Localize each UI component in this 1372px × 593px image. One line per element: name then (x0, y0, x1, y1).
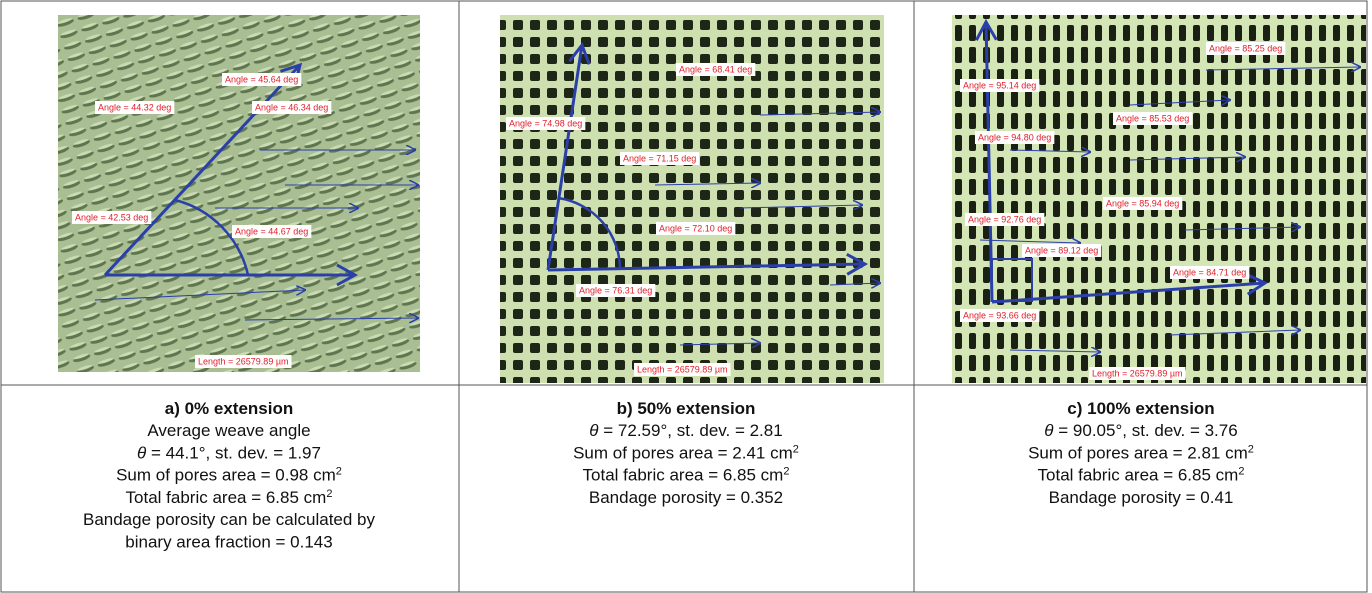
image-label: Angle = 44.32 deg (95, 101, 174, 114)
caption-text: binary area fraction = 0.143 (125, 533, 332, 552)
caption-text: 2 (1238, 466, 1244, 478)
label-text: Angle = 44.32 deg (98, 103, 171, 113)
label-text: Angle = 85.25 deg (1209, 44, 1282, 54)
label-text: Length = 26579.89 µm (637, 365, 728, 375)
caption-line: Average weave angle (147, 421, 310, 440)
label-text: Angle = 71.15 deg (623, 154, 696, 164)
image-label: Length = 26579.89 µm (1089, 367, 1186, 380)
caption-text: 2 (1248, 443, 1254, 455)
image-label: Angle = 45.64 deg (222, 73, 301, 86)
caption-text: = 90.05°, st. dev. = 3.76 (1054, 421, 1238, 440)
caption-title: b) 50% extension (617, 399, 756, 418)
label-text: Angle = 72.10 deg (659, 224, 732, 234)
caption-text: 2 (336, 466, 342, 478)
image-label: Angle = 89.12 deg (1022, 244, 1101, 257)
image-label: Angle = 74.98 deg (506, 117, 585, 130)
image-label: Angle = 44.67 deg (232, 225, 311, 238)
figure: Angle = 45.64 deg Angle = 44.32 deg Angle … (0, 0, 1372, 593)
image-label: Angle = 71.15 deg (620, 152, 699, 165)
label-text: Angle = 85.53 deg (1116, 114, 1189, 124)
caption-line: Total fabric area = 6.85 cm2 (126, 488, 333, 507)
caption-line: Sum of pores area = 2.81 cm2 (1028, 443, 1254, 462)
image-label: Angle = 46.34 deg (252, 101, 331, 114)
caption-text: Sum of pores area = 2.41 cm (573, 443, 793, 462)
image-label: Angle = 76.31 deg (576, 284, 655, 297)
caption-text: = 72.59°, st. dev. = 2.81 (599, 421, 783, 440)
image-label: Angle = 93.66 deg (960, 309, 1039, 322)
image-label: Angle = 68.41 deg (676, 63, 755, 76)
caption-text: = 44.1°, st. dev. = 1.97 (146, 443, 321, 462)
caption-text: Total fabric area = 6.85 cm (1038, 466, 1239, 485)
image-label: Angle = 85.53 deg (1113, 112, 1192, 125)
image-label: Angle = 84.71 deg (1170, 266, 1249, 279)
label-text: Angle = 76.31 deg (579, 286, 652, 296)
label-text: Angle = 74.98 deg (509, 119, 582, 129)
label-text: Angle = 94.80 deg (978, 133, 1051, 143)
page: Angle = 45.64 deg Angle = 44.32 deg Angle … (0, 0, 1372, 593)
caption-text: 2 (326, 488, 332, 500)
image-label: Length = 26579.89 µm (195, 355, 292, 368)
caption-title: c) 100% extension (1067, 399, 1214, 418)
image-label: Angle = 95.14 deg (960, 79, 1039, 92)
label-text: Angle = 93.66 deg (963, 311, 1036, 321)
caption-title: a) 0% extension (165, 399, 294, 418)
caption-line: θ = 44.1°, st. dev. = 1.97 (137, 443, 321, 462)
label-text: Angle = 68.41 deg (679, 65, 752, 75)
caption-text: Total fabric area = 6.85 cm (583, 466, 784, 485)
image-label: Angle = 42.53 deg (72, 211, 151, 224)
label-text: Angle = 89.12 deg (1025, 246, 1098, 256)
label-text: Angle = 42.53 deg (75, 213, 148, 223)
caption-text: 2 (793, 443, 799, 455)
caption-text: Bandage porosity can be calculated by (83, 510, 376, 529)
caption-line: θ = 72.59°, st. dev. = 2.81 (589, 421, 782, 440)
label-text: Angle = 95.14 deg (963, 81, 1036, 91)
label-text: Angle = 44.67 deg (235, 227, 308, 237)
caption-text: Bandage porosity = 0.352 (589, 488, 783, 507)
caption-line: Bandage porosity = 0.41 (1049, 488, 1234, 507)
label-text: Angle = 92.76 deg (968, 215, 1041, 225)
caption-text: Total fabric area = 6.85 cm (126, 488, 327, 507)
caption-line: Total fabric area = 6.85 cm2 (1038, 466, 1245, 485)
caption-text: Sum of pores area = 2.81 cm (1028, 443, 1248, 462)
label-text: Angle = 45.64 deg (225, 75, 298, 85)
label-text: Length = 26579.89 µm (198, 357, 289, 367)
image-label: Angle = 72.10 deg (656, 222, 735, 235)
caption-line: binary area fraction = 0.143 (125, 533, 332, 552)
image-label: Angle = 85.25 deg (1206, 42, 1285, 55)
caption-text: Average weave angle (147, 421, 310, 440)
caption-line: Bandage porosity can be calculated by (83, 510, 376, 529)
label-text: Length = 26579.89 µm (1092, 369, 1183, 379)
caption-text: 2 (783, 466, 789, 478)
caption-line: Bandage porosity = 0.352 (589, 488, 783, 507)
image-label: Angle = 94.80 deg (975, 131, 1054, 144)
label-text: Angle = 46.34 deg (255, 103, 328, 113)
caption-text: Sum of pores area = 0.98 cm (116, 466, 336, 485)
caption-line: Total fabric area = 6.85 cm2 (583, 466, 790, 485)
image-label: Angle = 92.76 deg (965, 213, 1044, 226)
caption-line: Sum of pores area = 2.41 cm2 (573, 443, 799, 462)
label-text: Angle = 84.71 deg (1173, 268, 1246, 278)
image-label: Angle = 85.94 deg (1103, 197, 1182, 210)
image-label: Length = 26579.89 µm (634, 363, 731, 376)
label-text: Angle = 85.94 deg (1106, 199, 1179, 209)
caption-line: Sum of pores area = 0.98 cm2 (116, 466, 342, 485)
caption-line: θ = 90.05°, st. dev. = 3.76 (1044, 421, 1237, 440)
caption-text: Bandage porosity = 0.41 (1049, 488, 1234, 507)
